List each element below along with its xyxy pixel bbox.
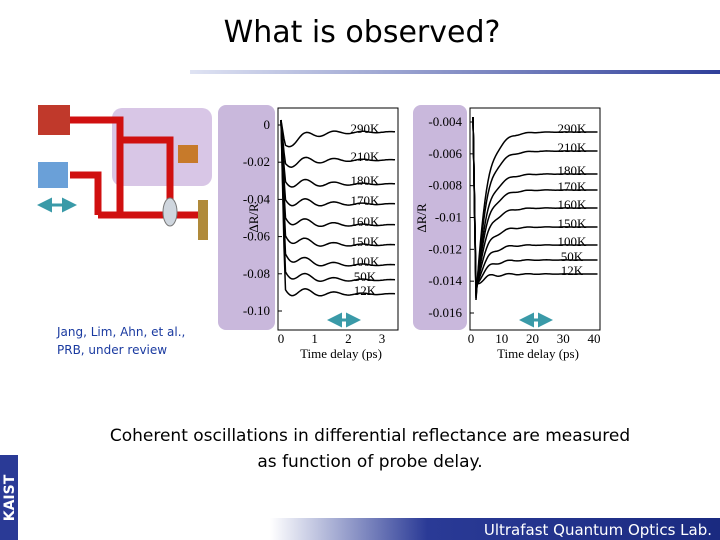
x-tick-label: 2 [345, 331, 352, 346]
y-tick-label: -0.014 [428, 273, 462, 288]
x-tick-label: 30 [557, 331, 570, 346]
citation-line: PRB, under review [57, 343, 167, 357]
curve [280, 119, 396, 267]
curve [472, 116, 598, 295]
curve [472, 116, 598, 285]
series-label: 210K [558, 140, 588, 155]
series-label: 290K [558, 121, 588, 136]
x-tick-label: 0 [468, 331, 475, 346]
plot-frame [469, 107, 601, 331]
y-tick-label: -0.06 [243, 229, 271, 244]
x-tick-label: 3 [379, 331, 386, 346]
footer: Ultrafast Quantum Optics Lab. [484, 521, 712, 539]
footer-bar [270, 518, 720, 540]
curve [472, 116, 598, 299]
series-label: 12K [354, 283, 377, 298]
caption-line: Coherent oscillations in differential re… [110, 426, 630, 446]
setup-diagram [37, 105, 212, 240]
axis-panel [218, 105, 275, 330]
x-tick-label: 0 [278, 331, 285, 346]
y-tick-label: 0 [264, 117, 271, 132]
x-tick-label: 40 [588, 331, 601, 346]
series-label: 150K [558, 216, 588, 231]
series-label: 100K [558, 234, 588, 249]
series-label: 100K [351, 254, 381, 269]
curve [472, 116, 598, 301]
series-label: 210K [351, 149, 381, 164]
caption-line: as function of probe delay. [257, 452, 482, 472]
curve [472, 116, 598, 289]
plot-frame [277, 107, 399, 331]
series-label: 160K [558, 197, 588, 212]
x-axis-label: Time delay (ps) [300, 346, 382, 361]
curve [472, 116, 598, 289]
y-tick-label: -0.016 [428, 305, 462, 320]
axis-panel [413, 105, 467, 330]
curve [280, 119, 396, 168]
series-label: 150K [351, 234, 381, 249]
curve [280, 119, 396, 297]
x-tick-label: 1 [311, 331, 318, 346]
y-tick-label: -0.04 [243, 191, 271, 206]
series-label: 50K [354, 269, 377, 284]
curve [472, 116, 598, 297]
y-tick-label: -0.012 [428, 241, 462, 256]
x-tick-label: 20 [526, 331, 539, 346]
curve [280, 119, 395, 188]
y-axis-label: ΔR/R [246, 203, 261, 233]
title-rule [190, 70, 720, 74]
series-label: 170K [558, 179, 588, 194]
curve [280, 119, 396, 148]
y-tick-label: -0.006 [428, 146, 462, 161]
series-label: 50K [561, 249, 584, 264]
side-logo: KAIST [2, 474, 18, 521]
y-tick-label: -0.10 [243, 303, 270, 318]
series-label: 180K [558, 163, 588, 178]
citation-line: Jang, Lim, Ahn, et al., [56, 325, 185, 339]
x-tick-label: 10 [495, 331, 508, 346]
curve [280, 119, 396, 228]
series-label: 160K [351, 214, 381, 229]
series-label: 12K [561, 263, 584, 278]
curve [280, 119, 396, 207]
y-tick-label: -0.02 [243, 154, 270, 169]
curve [472, 116, 598, 293]
series-label: 290K [351, 121, 381, 136]
y-axis-label: ΔR/R [414, 203, 429, 233]
logo-bar [0, 455, 18, 540]
curve [280, 119, 396, 247]
y-tick-label: -0.01 [435, 210, 462, 225]
y-tick-label: -0.004 [428, 114, 462, 129]
x-axis-label: Time delay (ps) [497, 346, 579, 361]
curve [472, 116, 598, 291]
y-tick-label: -0.08 [243, 266, 270, 281]
slide-title: What is observed? [224, 15, 501, 50]
series-label: 170K [351, 193, 381, 208]
series-label: 180K [351, 173, 381, 188]
curve [280, 119, 396, 282]
y-tick-label: -0.008 [428, 178, 462, 193]
